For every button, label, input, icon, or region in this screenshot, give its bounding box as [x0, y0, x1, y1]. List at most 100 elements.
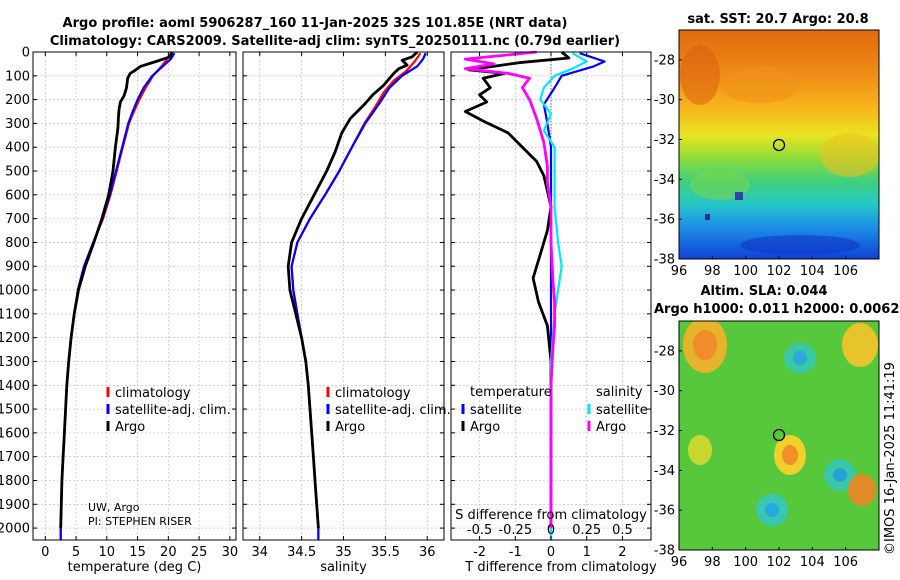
y-tick-label: 200: [5, 93, 30, 108]
map-x-tick-label: 106: [833, 264, 858, 279]
imos-watermark: ©IMOS 16-Jan-2025 11:41:19: [883, 362, 898, 555]
axes-frame: [32, 51, 237, 541]
series-line-argo: [59, 51, 174, 529]
map-x-tick-label: 102: [767, 264, 792, 279]
y-tick-label: 400: [5, 141, 30, 156]
x-tick-label: 35: [335, 545, 352, 560]
y-tick-label: 0: [22, 46, 30, 61]
legend-header-temperature: temperature: [470, 385, 552, 400]
map-x-tick-label: 98: [704, 555, 721, 570]
sla-map-eddy: [793, 351, 807, 365]
y-tick-label: 1800: [0, 474, 30, 489]
x-tick-label: 36: [419, 545, 436, 560]
x-tick-label: 30: [222, 545, 239, 560]
y-tick-label: 1000: [0, 284, 30, 299]
map-y-tick-label: -36: [654, 504, 675, 519]
y-tick-label: 1900: [0, 498, 30, 513]
map-x-tick-label: 96: [671, 264, 688, 279]
sst-map-cloud-pixel: [735, 192, 743, 200]
sla-map-axes: 96 98 100 102 104 106 -28 -30 -32 -34 -36 -38: [654, 344, 858, 570]
legend-label: Argo: [335, 420, 365, 435]
x-axis-label: salinity: [320, 560, 367, 575]
map-y-tick-label: -32: [654, 424, 675, 439]
map-y-tick-label: -34: [654, 464, 675, 479]
legend-label: satellite: [470, 403, 522, 418]
y-tick-label: 1600: [0, 426, 30, 441]
y-tick-label: 2000: [0, 522, 30, 537]
x-tick-label: 35.5: [371, 545, 400, 560]
s-difference-tick-label: -0.5: [467, 523, 492, 538]
sst-map-cloud-pixel: [705, 214, 710, 220]
series-line-satellite-adj-clim-: [290, 52, 427, 540]
map-x-tick-label: 104: [800, 264, 825, 279]
sla-map-eddy: [848, 474, 876, 506]
sla-map-eddy: [842, 323, 878, 367]
map-x-tick-label: 102: [767, 555, 792, 570]
sst-argo-location-marker: [772, 138, 786, 152]
s-difference-tick-label: -0.25: [498, 523, 532, 538]
x-tick-label: 10: [99, 545, 116, 560]
legend-label: Argo: [115, 420, 145, 435]
x-tick-label: 2: [618, 545, 626, 560]
map-y-tick-label: -30: [654, 93, 675, 108]
y-tick-label: 1300: [0, 355, 30, 370]
attribution-line-2: PI: STEPHEN RISER: [88, 515, 192, 528]
y-tick-label: 1200: [0, 331, 30, 346]
series-line-salinity-argo: [463, 50, 556, 529]
s-difference-axis-label: S difference from climatology: [455, 508, 647, 523]
y-tick-label: 1700: [0, 450, 30, 465]
series-line-argo: [286, 50, 419, 529]
map-y-tick-label: -36: [654, 213, 675, 228]
y-tick-label: 900: [5, 260, 30, 275]
x-tick-label: 0: [41, 545, 49, 560]
sla-map-eddy: [833, 468, 847, 482]
s-difference-tick-label: 0.5: [612, 523, 633, 538]
panel-difference: -2 -1 0 1 2T difference from climatology temp…: [450, 50, 657, 575]
y-tick-label: 600: [5, 188, 30, 203]
title-line-1: Argo profile: aoml 5906287_160 11-Jan-20…: [63, 16, 568, 31]
x-tick-label: 5: [72, 545, 80, 560]
x-tick-label: 25: [191, 545, 208, 560]
title-line-2: Climatology: CARS2009. Satellite-adj cli…: [50, 34, 620, 49]
map-y-tick-label: -28: [654, 53, 675, 68]
y-tick-label: 1400: [0, 379, 30, 394]
map-y-tick-label: -32: [654, 133, 675, 148]
x-tick-label: -1: [509, 545, 522, 560]
y-tick-label: 700: [5, 212, 30, 227]
sla-argo-location-marker: [772, 428, 786, 442]
legend-header-salinity: salinity: [596, 385, 643, 400]
legend-label: satellite-adj. clim.: [115, 403, 231, 418]
series-line-climatology: [290, 52, 422, 540]
map-y-tick-label: -38: [654, 544, 675, 559]
panel-salinity: 34 34.5 35 35.5 36 salinity climatology satelli…: [242, 50, 451, 575]
sla-map-eddy: [782, 445, 798, 465]
map-x-tick-label: 100: [733, 264, 758, 279]
x-axis-label: T difference from climatology: [464, 560, 657, 575]
x-tick-label: 34: [251, 545, 268, 560]
sla-map-eddy: [693, 330, 717, 360]
legend-label: climatology: [115, 386, 191, 401]
legend-label: Argo: [596, 420, 626, 435]
sst-map: [679, 30, 879, 259]
panel-temperature: 0 5 10 15 20 25 30 temperature (deg C) 0 100 200 30…: [0, 46, 238, 576]
x-axis-label: temperature (deg C): [68, 560, 202, 575]
map-y-tick-label: -30: [654, 384, 675, 399]
y-tick-label: 300: [5, 117, 30, 132]
legend-label: satellite-adj. clim.: [335, 403, 451, 418]
x-tick-label: -2: [473, 545, 486, 560]
map-x-tick-label: 104: [800, 555, 825, 570]
x-tick-label: 34.5: [287, 545, 316, 560]
legend-label: satellite: [596, 403, 648, 418]
map-y-tick-label: -38: [654, 253, 675, 268]
legend-label: Argo: [470, 420, 500, 435]
sla-map-eddy: [765, 503, 779, 517]
y-tick-label: 1500: [0, 403, 30, 418]
map-x-tick-label: 96: [671, 555, 688, 570]
sst-map-title: sat. SST: 20.7 Argo: 20.8: [687, 12, 868, 27]
y-tick-label: 100: [5, 69, 30, 84]
x-tick-label: 1: [583, 545, 591, 560]
sla-map-title-1: Altim. SLA: 0.044: [701, 284, 828, 299]
map-x-tick-label: 98: [704, 264, 721, 279]
